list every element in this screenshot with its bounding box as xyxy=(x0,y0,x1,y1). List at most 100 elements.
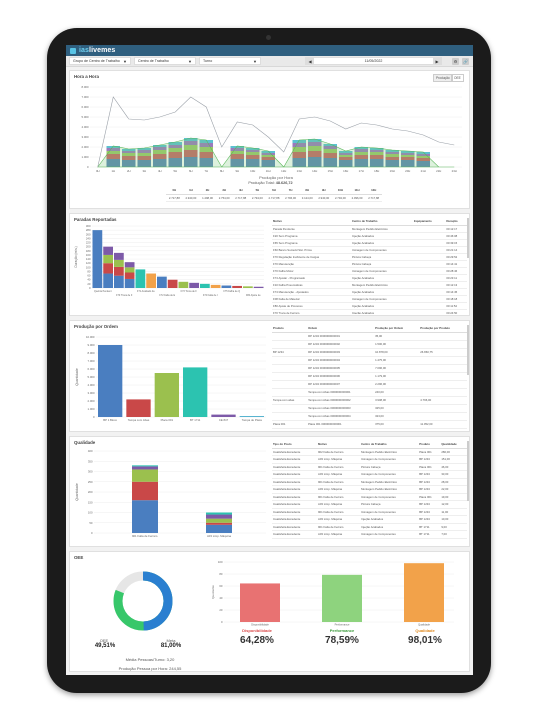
table-cell: Placa 001 xyxy=(418,493,441,501)
table-row[interactable]: Tampa com Abas 0000000000003 325,00 xyxy=(272,404,467,413)
hora-x-tick: 20H xyxy=(405,169,410,173)
table-row[interactable]: Tampa com Abas 0000000000001 240,00 xyxy=(272,388,467,397)
link-icon[interactable]: 🔗 xyxy=(462,58,469,65)
paradas-bar xyxy=(210,284,221,288)
table-row[interactable]: Insatisfeita Excedente A03 Limp. Máquina U… xyxy=(272,470,467,479)
qualidade-scrollbar[interactable] xyxy=(467,441,469,501)
table-row[interactable]: BP 1234 RP 1234 0000000000003 10.878,00 26.… xyxy=(272,348,467,357)
hora-x-tick: 15H xyxy=(328,169,333,173)
table-row[interactable]: Insatisfeita Excedente A03 Limp. Máquina P… xyxy=(272,500,467,509)
table-row[interactable]: Parada Pendente Montagem Pedido Eletrônic… xyxy=(272,225,467,233)
table-cell: F70 Regulação Ineficiente de Cargas xyxy=(272,253,351,261)
qualidade-bar xyxy=(206,518,232,523)
table-row[interactable]: F08 Falta de Material Usinagem de Compone… xyxy=(272,295,467,303)
table-cell: A03 Limp. Máquina xyxy=(317,500,361,509)
table-row[interactable]: RP 1234 0000000000005 7.096,00 xyxy=(272,364,467,373)
table-row[interactable]: Insatisfeita Excedente 901 Falta de Ferra… xyxy=(272,523,467,531)
hora-x-tick: 19H xyxy=(390,169,395,173)
prev-date-button[interactable]: ◀ xyxy=(306,58,314,64)
table-row[interactable]: Insatisfeita Excedente 901 Falta de Ferra… xyxy=(272,508,467,516)
next-date-button[interactable]: ▶ xyxy=(432,58,441,64)
table-cell: 7.096,00 xyxy=(374,364,420,373)
paradas-bar xyxy=(200,283,210,288)
table-row[interactable]: RP 1234 0000000000007 2.296,00 xyxy=(272,380,467,389)
filter-turno[interactable]: Turno ▼ xyxy=(199,57,261,65)
table-row[interactable]: F65 Sem Programa Injeção Acabados 00:39:15 xyxy=(272,239,467,247)
table-row[interactable]: F74 Manutenção - Ajustados Injeção Acabad… xyxy=(272,288,467,296)
prod-pessoa-hora: Produção Pessoa por Hora: 244,55 xyxy=(118,666,182,671)
hora-x-tick: 3H xyxy=(142,169,146,173)
table-row[interactable]: RP 1234 0000000000004 1.475,00 xyxy=(272,356,467,365)
hora-bar-5H xyxy=(168,145,182,148)
table-row[interactable]: Insatisfeita Excedente A03 Limp. Máquina U… xyxy=(272,530,467,539)
settings-icon[interactable]: ⚙ xyxy=(452,58,459,65)
hora-y-tick-label: 7.000 xyxy=(82,95,89,99)
table-cell: RP 1234 0000000000002 xyxy=(307,340,375,349)
paradas-scrollbar[interactable] xyxy=(467,218,469,258)
hora-total: Produção Total: 48.626,72 xyxy=(248,181,293,185)
hora-x-tick: 9H xyxy=(235,169,239,173)
table-cell: Tampa com Abas 0000000000001 xyxy=(307,388,375,397)
table-row[interactable]: Tampa com Abas 0000000000004 323,00 xyxy=(272,412,467,421)
table-row[interactable]: Placa 001 Placa 001 0000000000001 375,00 11… xyxy=(272,420,467,429)
ordem-x-tick: CE 847 xyxy=(219,418,229,422)
ordem-y-label: Quantidade xyxy=(75,368,79,386)
table-row[interactable]: F20 Sem Programa Injeção Acabados 00:46:08 xyxy=(272,232,467,240)
table-row[interactable]: F70 Manutenção Pintura Cabeça 00:14:41 xyxy=(272,260,467,268)
table-row[interactable]: F60 Banco Sociedd Sist. Prima Usinagem de… xyxy=(272,246,467,254)
ordem-bar xyxy=(211,414,236,417)
qualidade-y-tick-label: 0 xyxy=(91,531,93,535)
table-cell: Placa 001 xyxy=(272,420,308,429)
hora-table-header: 12H xyxy=(365,187,382,195)
filter-icon: ▼ xyxy=(188,58,192,64)
table-row[interactable]: F10 Falha Pneumáticas Montagem Pedido Ele… xyxy=(272,281,467,289)
toggle-producao[interactable]: Produção xyxy=(433,74,453,82)
table-row[interactable]: F80 Ajuste de Processo Injeção Acabados 00… xyxy=(272,302,467,310)
filter-grupo[interactable]: Grupo de Centro de Trabalho ▼ xyxy=(69,57,131,65)
hora-bar-17H xyxy=(354,149,368,152)
date-picker[interactable]: ◀ 11/05/2022 ▶ xyxy=(305,57,442,65)
hora-bar-15H xyxy=(323,153,337,158)
toggle-oee[interactable]: OEE xyxy=(451,74,464,82)
hora-bar-18H xyxy=(370,155,384,159)
table-row[interactable]: RP 1234 0000000000002 1.500,00 xyxy=(272,340,467,349)
table-cell: 375,00 xyxy=(374,420,420,429)
hora-bar-3H xyxy=(137,153,151,156)
table-row[interactable]: Insatisfeita Excedente A03 Limp. Máquina M… xyxy=(272,485,467,494)
table-row[interactable]: Tampa com abas Tampa com Abas 00000000000… xyxy=(272,396,467,405)
kpi-x-tick: Performance xyxy=(335,623,350,627)
ordem-scrollbar[interactable] xyxy=(467,325,469,375)
hora-bar-20H xyxy=(401,151,415,153)
table-cell: 901 Falta de Ferram. xyxy=(317,463,361,471)
hora-table-cell: 3.124,00 xyxy=(298,194,316,202)
table-row[interactable]: F74 Ajustar - Programado Injeção Acabados… xyxy=(272,274,467,282)
table-row[interactable]: Insatisfeita Excedente 901 Falta de Ferra… xyxy=(272,493,467,501)
table-cell: BP 1234 xyxy=(418,500,441,509)
table-row[interactable]: Insatisfeita Excedente A03 Limp. Máquina I… xyxy=(272,515,467,524)
table-cell: RP 1234 0000000000004 xyxy=(307,356,375,365)
table-row[interactable]: F70 Falha Motor Usinagem de Componentes 00… xyxy=(272,267,467,275)
filter-centro[interactable]: Centro de Trabalho ▼ xyxy=(134,57,196,65)
paradas-x-tick: F75 Falha de Q xyxy=(223,290,240,293)
ordem-bar xyxy=(239,416,264,417)
ordem-chart: 10.000 9.000 8.000 7.000 6.000 5.000 4.000 3.00… xyxy=(75,335,266,422)
table-row[interactable]: Insatisfeita Excedente A03 Limp. Máquina U… xyxy=(272,455,467,464)
hora-bar-11H xyxy=(261,153,275,155)
table-row[interactable]: Insatisfeita Excedente 902 Falta de Ferra… xyxy=(272,448,467,456)
table-row[interactable]: Insatisfeita Excedente 901 Falta de Ferra… xyxy=(272,463,467,471)
paradas-card: Paradas Reportadas 300 280 260 240 220 200 180… xyxy=(69,213,470,316)
hora-bar-10H xyxy=(246,159,260,167)
table-row[interactable]: F70 Regulação Ineficiente de Cargas Pintu… xyxy=(272,253,467,261)
table-cell: F80 Ajuste de Processo xyxy=(272,302,351,310)
table-row[interactable]: RP 1234 0000000000006 1.179,00 xyxy=(272,372,467,381)
table-row[interactable]: F70 Troca de Ferram. Injeção Acabados 00:2… xyxy=(272,309,467,314)
qualidade-y-tick-label: 200 xyxy=(88,490,93,494)
oee-label: OEE xyxy=(99,638,109,643)
paradas-bar xyxy=(103,254,113,264)
table-row[interactable]: Insatisfeita Excedente 901 Falta de Ferra… xyxy=(272,478,467,486)
table-row[interactable]: RP 1234 0000000000001 35,00 xyxy=(272,332,467,341)
table-cell: 00:14:41 xyxy=(445,260,467,268)
table-cell: 28,00 xyxy=(440,478,467,486)
hora-bar-15H xyxy=(323,158,337,167)
table-cell: Montagem Pedido Eletrônico xyxy=(360,448,419,456)
